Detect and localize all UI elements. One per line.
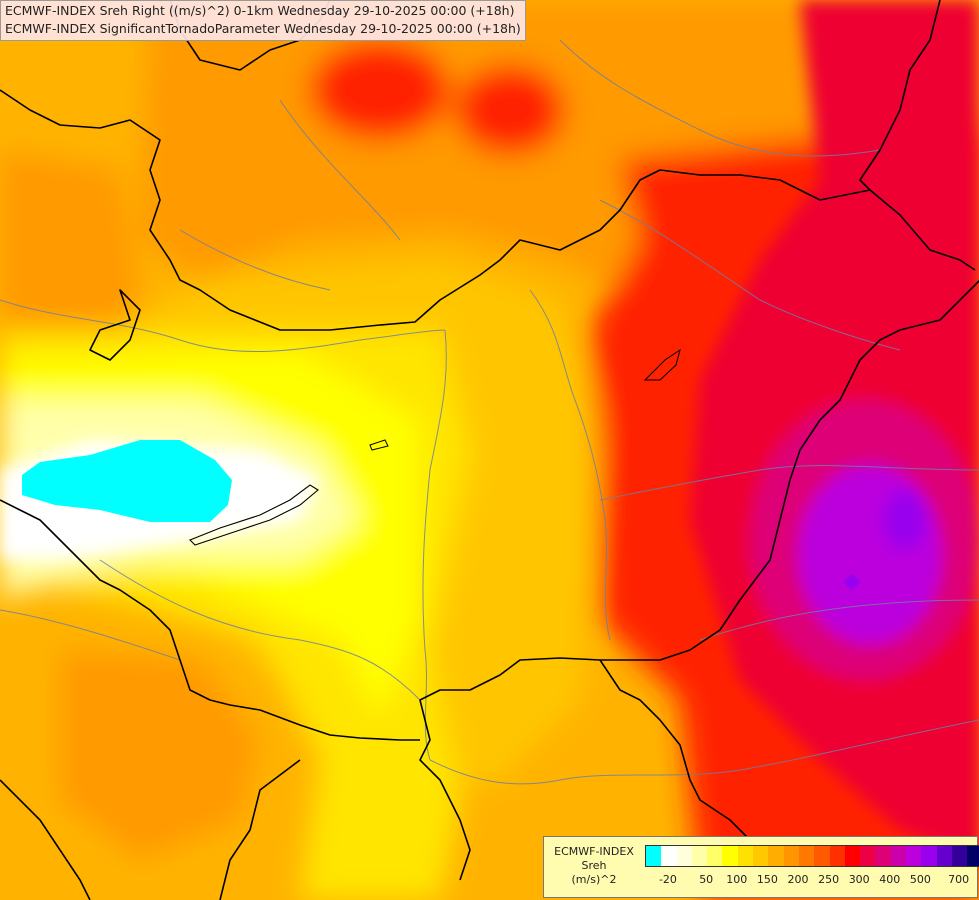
legend-swatch bbox=[691, 846, 708, 866]
legend-swatch bbox=[875, 846, 891, 866]
legend-swatch bbox=[753, 846, 769, 866]
field-violet-dot bbox=[843, 573, 861, 591]
legend-swatch bbox=[768, 846, 784, 866]
small-lake bbox=[369, 439, 389, 451]
river-island bbox=[643, 348, 681, 381]
legend-swatches bbox=[645, 845, 979, 867]
legend-swatch bbox=[890, 846, 907, 866]
legend-label: 100 bbox=[726, 873, 748, 886]
field-violet bbox=[883, 490, 927, 550]
legend-swatch bbox=[860, 846, 876, 866]
legend-swatch bbox=[646, 846, 662, 866]
legend-swatch bbox=[661, 846, 677, 866]
color-legend: ECMWF-INDEX Sreh (m/s)^2 -20 50 100 150 200 2… bbox=[543, 836, 979, 898]
legend-label: 200 bbox=[787, 873, 809, 886]
legend-label: 150 bbox=[756, 873, 778, 886]
legend-swatch bbox=[798, 846, 815, 866]
field-crimson-ne bbox=[830, 0, 979, 200]
legend-label: 250 bbox=[818, 873, 840, 886]
legend-swatch bbox=[951, 846, 968, 866]
field-red-north-blob bbox=[310, 40, 450, 140]
field-orange-sw bbox=[60, 650, 260, 860]
legend-swatch bbox=[722, 846, 738, 866]
field-purple bbox=[798, 465, 942, 645]
map-title-line2: ECMWF-INDEX SignificantTornadoParameter … bbox=[5, 21, 521, 36]
legend-title-model: ECMWF-INDEX bbox=[554, 845, 634, 858]
legend-swatch bbox=[936, 846, 952, 866]
legend-title: ECMWF-INDEX Sreh (m/s)^2 bbox=[548, 845, 640, 887]
legend-swatch bbox=[844, 846, 861, 866]
map-title-box: ECMWF-INDEX Sreh Right ((m/s)^2) 0-1km W… bbox=[0, 0, 526, 41]
legend-swatch bbox=[814, 846, 830, 866]
legend-label: 50 bbox=[699, 873, 714, 886]
legend-swatch bbox=[737, 846, 754, 866]
map-title-line1: ECMWF-INDEX Sreh Right ((m/s)^2) 0-1km W… bbox=[5, 3, 515, 18]
legend-title-param: Sreh bbox=[581, 859, 607, 872]
legend-swatch bbox=[676, 846, 692, 866]
legend-swatch bbox=[707, 846, 723, 866]
legend-swatch bbox=[906, 846, 922, 866]
field-red-north-blob2 bbox=[455, 65, 565, 155]
lake-outline bbox=[189, 484, 319, 546]
legend-swatch bbox=[783, 846, 799, 866]
legend-swatch bbox=[829, 846, 845, 866]
legend-label: 700 bbox=[948, 873, 970, 886]
legend-label: 500 bbox=[909, 873, 931, 886]
legend-swatch bbox=[921, 846, 937, 866]
legend-label: -20 bbox=[658, 873, 677, 886]
legend-label: 400 bbox=[879, 873, 901, 886]
legend-swatch bbox=[967, 846, 979, 866]
legend-title-unit: (m/s)^2 bbox=[571, 873, 617, 886]
rivers bbox=[0, 39, 979, 785]
legend-labels: -20 50 100 150 200 250 300 400 500 700 bbox=[645, 873, 975, 889]
legend-label: 300 bbox=[848, 873, 870, 886]
field-cyan bbox=[22, 440, 232, 522]
